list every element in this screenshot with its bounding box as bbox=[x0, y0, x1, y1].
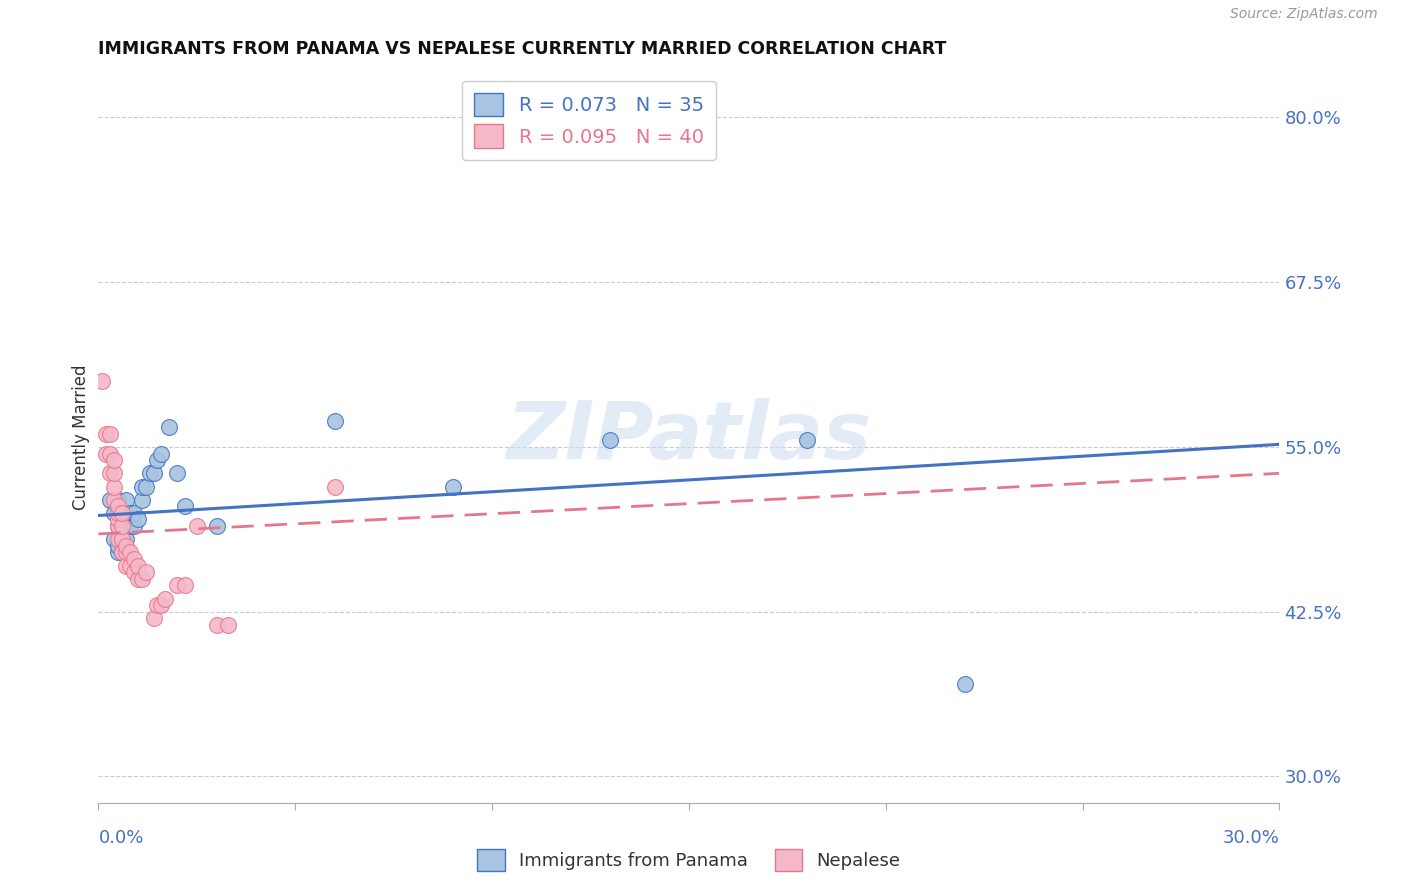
Point bbox=[107, 533, 129, 547]
Point bbox=[142, 611, 165, 625]
Point bbox=[107, 492, 129, 507]
Point bbox=[150, 598, 173, 612]
Text: ZIPatlas: ZIPatlas bbox=[506, 398, 872, 476]
Point bbox=[107, 512, 129, 526]
Point bbox=[155, 591, 177, 606]
Text: Source: ZipAtlas.com: Source: ZipAtlas.com bbox=[1230, 7, 1378, 21]
Text: 30.0%: 30.0% bbox=[1223, 829, 1279, 847]
Point bbox=[111, 519, 134, 533]
Point bbox=[107, 519, 129, 533]
Point bbox=[186, 519, 208, 533]
Point bbox=[122, 552, 145, 566]
Point bbox=[103, 533, 125, 547]
Point bbox=[796, 434, 818, 448]
Point bbox=[103, 506, 125, 520]
Point bbox=[107, 506, 129, 520]
Point bbox=[107, 500, 129, 514]
Point bbox=[142, 467, 165, 481]
Point bbox=[103, 479, 125, 493]
Point bbox=[111, 506, 134, 520]
Point bbox=[98, 446, 121, 460]
Point bbox=[107, 500, 129, 514]
Point bbox=[115, 512, 138, 526]
Point bbox=[107, 539, 129, 553]
Point bbox=[115, 492, 138, 507]
Point bbox=[146, 453, 169, 467]
Point bbox=[118, 545, 141, 559]
Point bbox=[166, 467, 188, 481]
Point bbox=[127, 572, 149, 586]
Point bbox=[150, 446, 173, 460]
Point bbox=[122, 565, 145, 579]
Point bbox=[122, 506, 145, 520]
Point bbox=[111, 545, 134, 559]
Point bbox=[111, 533, 134, 547]
Point bbox=[323, 414, 346, 428]
Point bbox=[115, 545, 138, 559]
Point bbox=[103, 467, 125, 481]
Point bbox=[166, 578, 188, 592]
Point bbox=[138, 467, 160, 481]
Point bbox=[111, 506, 134, 520]
Point bbox=[118, 558, 141, 573]
Point bbox=[146, 598, 169, 612]
Point bbox=[205, 519, 228, 533]
Point bbox=[118, 519, 141, 533]
Text: 0.0%: 0.0% bbox=[98, 829, 143, 847]
Point bbox=[91, 374, 114, 388]
Point bbox=[115, 558, 138, 573]
Point bbox=[323, 479, 346, 493]
Point bbox=[98, 467, 121, 481]
Point bbox=[98, 426, 121, 441]
Point bbox=[217, 618, 239, 632]
Point bbox=[953, 677, 976, 691]
Point bbox=[174, 578, 197, 592]
Point bbox=[135, 565, 157, 579]
Y-axis label: Currently Married: Currently Married bbox=[72, 364, 90, 510]
Point bbox=[131, 492, 153, 507]
Point bbox=[118, 506, 141, 520]
Point bbox=[205, 618, 228, 632]
Point bbox=[131, 479, 153, 493]
Point bbox=[107, 545, 129, 559]
Point bbox=[96, 426, 118, 441]
Point bbox=[103, 453, 125, 467]
Point bbox=[127, 558, 149, 573]
Point bbox=[96, 446, 118, 460]
Point bbox=[98, 492, 121, 507]
Point bbox=[174, 500, 197, 514]
Legend: Immigrants from Panama, Nepalese: Immigrants from Panama, Nepalese bbox=[470, 841, 908, 878]
Point bbox=[115, 533, 138, 547]
Point bbox=[441, 479, 464, 493]
Text: IMMIGRANTS FROM PANAMA VS NEPALESE CURRENTLY MARRIED CORRELATION CHART: IMMIGRANTS FROM PANAMA VS NEPALESE CURRE… bbox=[98, 40, 946, 58]
Point bbox=[103, 492, 125, 507]
Point bbox=[111, 533, 134, 547]
Point bbox=[135, 479, 157, 493]
Point bbox=[122, 519, 145, 533]
Point bbox=[157, 420, 180, 434]
Point bbox=[107, 519, 129, 533]
Point bbox=[131, 572, 153, 586]
Point bbox=[127, 512, 149, 526]
Point bbox=[599, 434, 621, 448]
Point bbox=[111, 545, 134, 559]
Point bbox=[115, 539, 138, 553]
